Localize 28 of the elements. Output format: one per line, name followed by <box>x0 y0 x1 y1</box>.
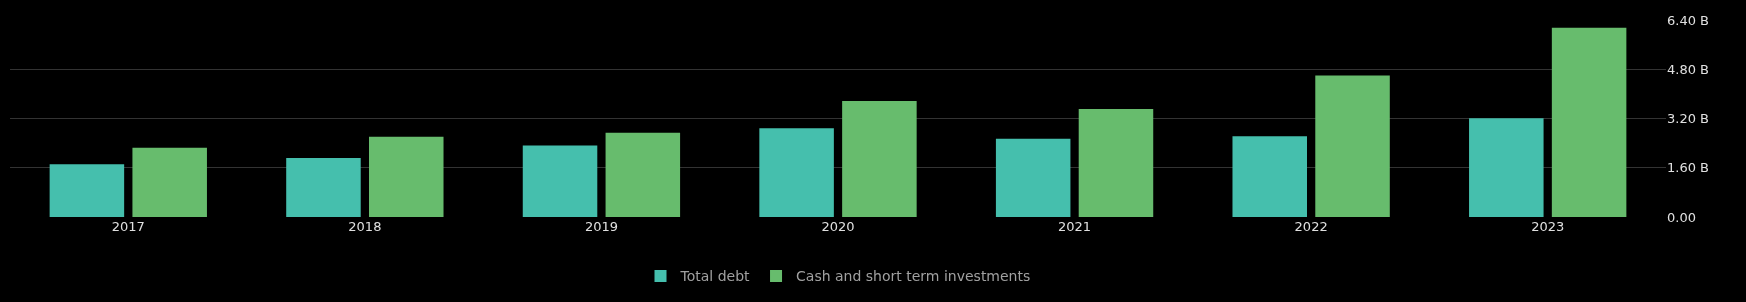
bar <box>759 128 834 217</box>
legend-label: Cash and short term investments <box>796 268 1031 285</box>
x-tick-label: 2019 <box>584 219 618 234</box>
bar <box>1551 27 1627 217</box>
bar <box>1232 136 1307 217</box>
legend-label: Total debt <box>679 268 751 285</box>
x-tick-label: 2023 <box>1531 219 1565 234</box>
x-tick-label: 2018 <box>348 219 382 234</box>
y-tick-label: 6.40 B <box>1667 12 1709 28</box>
bar <box>995 138 1071 217</box>
bar <box>605 132 681 217</box>
bar <box>522 145 598 217</box>
bar <box>369 136 444 217</box>
bar <box>842 100 917 217</box>
x-tick-label: 2020 <box>821 219 855 234</box>
bar <box>1469 118 1544 217</box>
bar <box>286 157 361 217</box>
bar <box>1315 75 1390 217</box>
y-tick-label: 0.00 <box>1667 209 1696 225</box>
y-tick-label: 3.20 B <box>1667 111 1709 127</box>
x-tick-label: 2022 <box>1294 219 1328 234</box>
bar <box>1078 108 1154 217</box>
bar <box>49 164 125 217</box>
x-tick-label: 2017 <box>111 219 145 234</box>
y-tick-label: 4.80 B <box>1667 61 1709 77</box>
y-tick-label: 1.60 B <box>1667 160 1709 176</box>
x-tick-label: 2021 <box>1058 219 1092 234</box>
bar <box>132 147 207 217</box>
